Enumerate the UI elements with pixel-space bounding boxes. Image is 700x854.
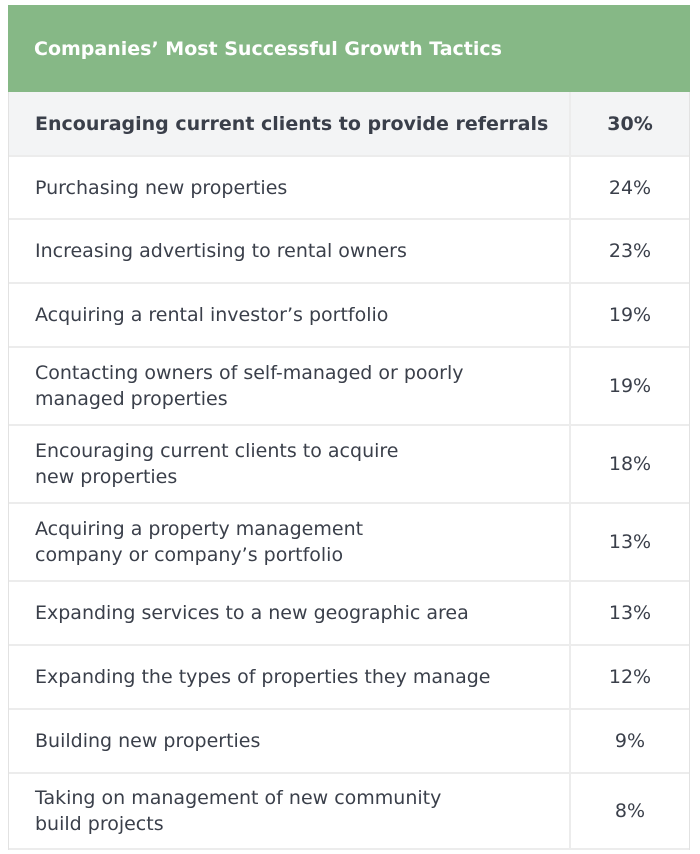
percent-cell: 24%: [608, 176, 652, 199]
percent-cell: 8%: [614, 800, 646, 822]
table-title: Companies’ Most Successful Growth Tactic…: [8, 5, 690, 92]
percent-cell: 30%: [607, 112, 653, 135]
tactic-cell: Contacting owners of self-managed or poo…: [9, 348, 571, 424]
tactic-cell: Expanding services to a new geographic a…: [9, 582, 571, 644]
tactic-cell: Encouraging current clients to acquire n…: [9, 426, 571, 502]
table-row: Expanding the types of properties they m…: [9, 646, 689, 710]
table-row: Acquiring a property management company …: [9, 504, 689, 582]
percent-cell: 9%: [614, 730, 646, 752]
table-row: Encouraging current clients to provide r…: [9, 92, 689, 157]
percent-cell: 13%: [608, 531, 652, 553]
tactic-cell: Taking on management of new community bu…: [9, 774, 571, 848]
table-body: Encouraging current clients to provide r…: [8, 92, 690, 850]
tactic-cell: Increasing advertising to rental owners: [9, 220, 571, 282]
table-row: Acquiring a rental investor’s portfolio 1…: [9, 284, 689, 348]
percent-cell: 19%: [608, 304, 652, 326]
tactic-cell: Purchasing new properties: [9, 157, 571, 218]
table-row: Expanding services to a new geographic a…: [9, 582, 689, 646]
percent-cell: 13%: [608, 602, 652, 624]
tactic-cell: Acquiring a rental investor’s portfolio: [9, 284, 571, 346]
percent-cell: 23%: [608, 240, 652, 262]
percent-cell: 18%: [608, 453, 652, 475]
tactic-cell: Building new properties: [9, 710, 571, 772]
table-row: Building new properties 9%: [9, 710, 689, 774]
tactic-cell: Acquiring a property management company …: [9, 504, 571, 580]
table-row: Contacting owners of self-managed or poo…: [9, 348, 689, 426]
table-row: Encouraging current clients to acquire n…: [9, 426, 689, 504]
table-row: Taking on management of new community bu…: [9, 774, 689, 850]
tactic-cell: Expanding the types of properties they m…: [9, 646, 571, 708]
tactic-cell: Encouraging current clients to provide r…: [9, 92, 571, 155]
table: Companies’ Most Successful Growth Tactic…: [8, 5, 690, 850]
table-row: Increasing advertising to rental owners 2…: [9, 220, 689, 284]
percent-cell: 19%: [608, 375, 652, 397]
table-row: Purchasing new properties 24%: [9, 157, 689, 220]
percent-cell: 12%: [608, 666, 652, 688]
